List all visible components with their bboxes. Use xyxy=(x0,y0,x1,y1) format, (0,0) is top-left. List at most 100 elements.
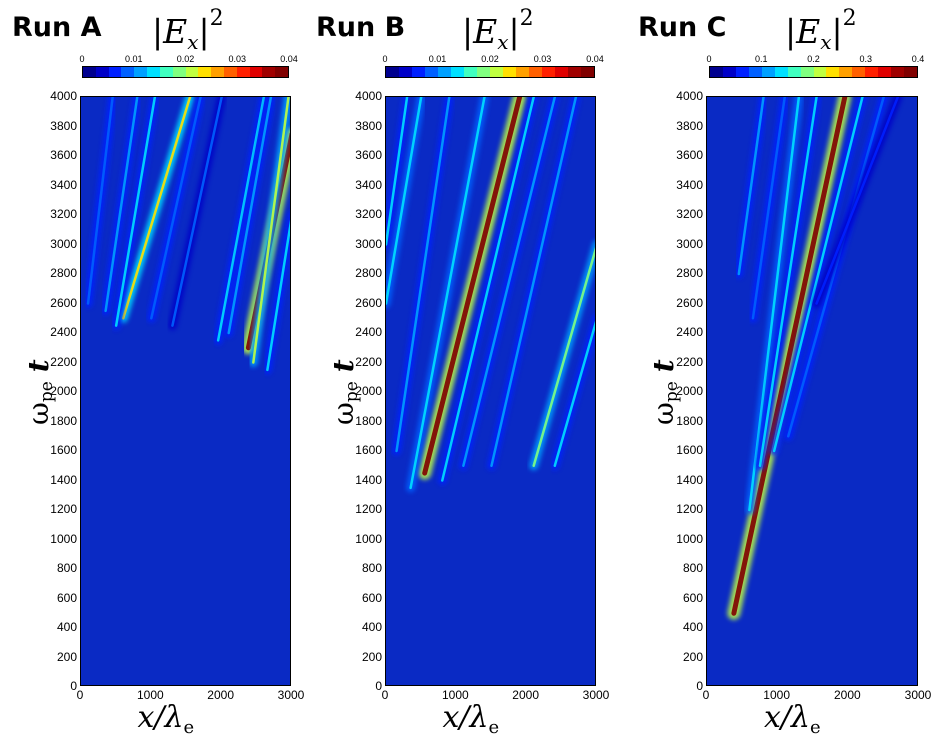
y-tick-label: 2000 xyxy=(355,384,382,398)
colorbar-swatch xyxy=(275,67,288,77)
colorbar-tick: 0.02 xyxy=(176,54,195,64)
y-axis-label-sub: pe xyxy=(342,381,362,403)
colorbar-swatch xyxy=(172,67,186,77)
colorbar-label-base: E xyxy=(473,12,498,51)
panel-title: Run B xyxy=(316,12,406,43)
y-tick-label: 3600 xyxy=(676,148,703,162)
colorbar-tick: 0 xyxy=(706,54,712,64)
y-tick-label: 2400 xyxy=(676,325,703,339)
y-tick-label: 3400 xyxy=(50,177,77,192)
x-tick-label: 2000 xyxy=(207,688,235,702)
x-tick-label: 2000 xyxy=(833,688,861,702)
x-tick-label: 1000 xyxy=(763,688,791,702)
y-tick-label: 800 xyxy=(682,561,703,575)
streak xyxy=(395,97,451,453)
colorbar-swatch xyxy=(121,67,135,77)
y-tick-label: 400 xyxy=(682,620,703,634)
streak xyxy=(121,97,192,320)
colorbar-swatch xyxy=(774,67,788,77)
y-axis-label: ωpe t xyxy=(327,359,362,425)
y-tick-label: 3400 xyxy=(355,177,382,192)
y-tick-label: 1400 xyxy=(676,472,703,487)
colorbar-tick: 0.1 xyxy=(754,54,768,64)
y-axis-label-sub: pe xyxy=(662,381,682,403)
streak xyxy=(266,219,290,372)
colorbar-swatch xyxy=(185,67,199,77)
colorbar-swatch xyxy=(516,67,529,77)
y-tick-label: 1200 xyxy=(676,502,703,516)
colorbar-label-bar-right: | xyxy=(198,12,210,51)
y-tick-label: 1000 xyxy=(355,531,382,546)
y-tick-label: 3200 xyxy=(50,207,77,221)
colorbar-swatch xyxy=(555,67,568,77)
streak xyxy=(737,97,765,276)
y-tick-label: 1000 xyxy=(50,531,77,546)
colorbar-swatch xyxy=(542,67,555,77)
y-axis-label-base: ω xyxy=(22,402,55,425)
y-tick-label: 400 xyxy=(56,620,77,634)
y-tick-label: 200 xyxy=(361,649,382,664)
streak xyxy=(532,246,595,467)
colorbar-tick: 0 xyxy=(382,54,388,64)
streak xyxy=(422,97,523,476)
x-axis-label: x/λe xyxy=(443,700,500,738)
y-tick-label: 200 xyxy=(682,649,703,664)
x-tick-label: 1000 xyxy=(136,688,164,702)
heatmap-svg xyxy=(386,97,595,493)
y-tick-label: 2000 xyxy=(50,384,77,398)
colorbar-label-bar-right: | xyxy=(508,12,520,51)
colorbar-swatch xyxy=(787,67,801,77)
x-tick-label: 3000 xyxy=(904,688,932,702)
y-tick-label: 1000 xyxy=(676,531,703,546)
y-tick-label: 1400 xyxy=(50,472,77,487)
y-tick-label: 2600 xyxy=(676,295,703,310)
panel-title: Run A xyxy=(12,12,102,43)
x-axis-label-sub: e xyxy=(183,717,195,738)
streak xyxy=(171,97,223,327)
colorbar-tick: 0.3 xyxy=(859,54,873,64)
y-tick-label: 1200 xyxy=(50,502,77,516)
colorbar-swatch xyxy=(581,67,594,77)
colorbar-label: |Ex|2 xyxy=(785,6,857,54)
colorbar-swatch xyxy=(399,67,412,77)
colorbar-swatch xyxy=(710,67,723,77)
y-tick-label: 800 xyxy=(56,561,77,575)
colorbar-swatch xyxy=(878,67,892,77)
y-tick-label: 600 xyxy=(361,590,382,605)
y-tick-label: 1600 xyxy=(676,443,703,457)
streak xyxy=(462,97,557,467)
colorbar-swatch xyxy=(198,67,212,77)
streak xyxy=(731,97,848,616)
colorbar-swatch xyxy=(800,67,814,77)
y-tick-label: 400 xyxy=(361,620,382,634)
x-axis-label-sub: e xyxy=(488,717,500,738)
y-tick-label: 3800 xyxy=(676,118,703,133)
colorbar-swatch xyxy=(891,67,905,77)
colorbar-swatch xyxy=(134,67,148,77)
colorbar-swatch xyxy=(425,67,438,77)
colorbar-label-sup: 2 xyxy=(519,6,534,31)
colorbar-swatch xyxy=(83,67,96,77)
colorbar-tick: 0.03 xyxy=(228,54,247,64)
colorbar-label-sub: x xyxy=(187,30,199,54)
colorbar-swatch xyxy=(386,67,399,77)
colorbar-tick: 0.4 xyxy=(911,54,925,64)
y-tick-label: 1800 xyxy=(676,413,703,428)
y-tick-label: 3800 xyxy=(355,118,382,133)
x-axis-label-base: x/λ xyxy=(764,700,811,735)
x-tick-label: 1000 xyxy=(441,688,469,702)
colorbar-swatch xyxy=(223,67,237,77)
heatmap-svg xyxy=(83,97,290,375)
x-tick-label: 3000 xyxy=(277,688,305,702)
colorbar-label-bar-right: | xyxy=(831,12,843,51)
y-tick-label: 2800 xyxy=(50,266,77,280)
colorbar-tick: 0.03 xyxy=(533,54,552,64)
y-tick-label: 600 xyxy=(56,590,77,605)
colorbar-tick: 0.01 xyxy=(428,54,447,64)
y-tick-label: 2600 xyxy=(355,295,382,310)
x-tick-label: 0 xyxy=(381,688,389,702)
colorbar xyxy=(385,66,595,78)
streak xyxy=(772,97,864,453)
streak xyxy=(787,97,885,438)
streak xyxy=(86,97,114,305)
